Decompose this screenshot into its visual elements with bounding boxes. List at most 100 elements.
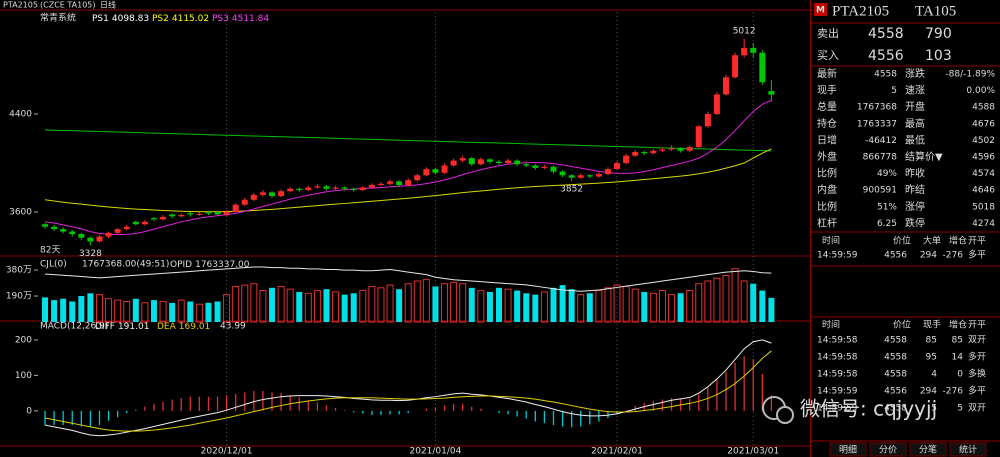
candle-body [723, 77, 729, 95]
field-value: 4646 [972, 186, 995, 196]
volume-bar [177, 299, 185, 323]
candle-body [314, 186, 321, 188]
tab[interactable]: 统计 [949, 442, 987, 457]
candle-body [450, 160, 457, 166]
volume-bar [277, 285, 285, 323]
candle-body [169, 214, 176, 217]
candle-body [214, 212, 221, 215]
candle-body [650, 150, 657, 154]
tab[interactable]: 分价 [869, 442, 907, 457]
table-cell: 14:59:58 [817, 353, 858, 363]
candle-body [51, 226, 58, 230]
volume-bar [713, 277, 721, 323]
table-cell: -276 [943, 251, 964, 261]
series-line [44, 129, 772, 152]
volume-bar [468, 287, 475, 322]
table-cell: 双开 [968, 335, 986, 346]
volume-bar [323, 289, 330, 322]
legend-value: 43.99 [220, 322, 246, 332]
symbol: PTA2105 [3, 1, 38, 10]
volume-bar [668, 294, 676, 323]
candle-body [759, 52, 766, 83]
candle-body [332, 187, 339, 189]
table-cell: 5 [931, 404, 937, 414]
legend-entry: OPID 1763337.00 [170, 260, 250, 270]
tab-label[interactable]: 分价 [879, 445, 897, 456]
tab[interactable]: 分笔 [909, 442, 947, 457]
tab-box[interactable] [869, 442, 907, 457]
candle-body [632, 151, 639, 156]
volume-bar [740, 280, 748, 323]
volume-bar [368, 285, 376, 323]
legend-value: 169.01 [179, 322, 211, 332]
volume-bar [450, 281, 458, 323]
volume-bar [504, 288, 512, 323]
tab[interactable]: 明细 [829, 442, 867, 457]
tab-label[interactable]: 明细 [839, 444, 857, 456]
candle-body [659, 149, 666, 151]
volume-bar [649, 292, 657, 323]
candle-body [205, 212, 212, 214]
volume-bar [195, 303, 203, 323]
table-cell: 4 [931, 370, 937, 380]
volume-bar [359, 290, 367, 323]
volume-bar [568, 289, 575, 322]
legend-name: PS1 [92, 14, 109, 24]
wechat-icon [776, 406, 794, 424]
tab-box[interactable] [909, 442, 947, 457]
volume-bar [377, 287, 385, 323]
volume-bar [686, 290, 694, 323]
x-tick-label: 2021/03/01 [727, 447, 779, 457]
field-value: 1763337 [857, 119, 897, 129]
tab-box[interactable] [829, 442, 867, 457]
field-value: 51% [877, 202, 897, 212]
field-label: 结算价▼ [905, 150, 943, 163]
tab-label[interactable]: 统计 [959, 444, 977, 456]
candle-body [405, 180, 412, 186]
volume-bar [241, 284, 249, 323]
table-cell: 14:59:59 [817, 251, 858, 261]
volume-bar [250, 283, 258, 323]
legend-name: DEA [157, 322, 177, 332]
volume-bar [750, 283, 757, 322]
table-cell: 294 [920, 251, 937, 261]
field-label: 内盘 [817, 183, 837, 196]
field-label: 总量 [817, 100, 837, 113]
tab-box[interactable] [949, 442, 987, 457]
volume-bar [550, 287, 557, 322]
candle-body [595, 174, 602, 177]
candle-body [486, 159, 493, 162]
candle-body [387, 181, 394, 184]
field-label: 现手 [817, 84, 837, 97]
candle-body [641, 151, 648, 154]
period: 日线 [100, 0, 116, 10]
table-cell: 294 [920, 387, 937, 397]
candle-body [414, 175, 421, 181]
volume-bar [413, 280, 421, 323]
legend-value: 4115.02 [172, 14, 209, 24]
quote-volume: 790 [925, 26, 952, 42]
table-cell: 85 [952, 336, 963, 346]
table-cell: 多开 [968, 351, 986, 363]
y-tick-label: 0 [26, 406, 32, 416]
candle-body [78, 234, 85, 238]
table-cell: 多平 [968, 385, 986, 397]
legend-value: 1763337.00 [195, 260, 250, 270]
table-header: 现手 [923, 319, 941, 331]
volume-bar [205, 302, 212, 322]
quote-price: 4558 [868, 26, 904, 42]
volume-bar [768, 297, 775, 322]
field-value: 5 [891, 86, 897, 96]
volume-bar [259, 290, 267, 323]
candle-body [69, 231, 76, 235]
candle-body [532, 165, 539, 168]
volume-bar [595, 290, 603, 323]
tab-label[interactable]: 分笔 [919, 444, 937, 456]
candle-body [305, 187, 312, 190]
table-cell: 14:59:58 [817, 336, 858, 346]
candle-body [668, 148, 675, 150]
legend-name: PS3 [212, 14, 229, 24]
candle-body [60, 229, 67, 232]
table-cell: 多换 [968, 368, 986, 380]
